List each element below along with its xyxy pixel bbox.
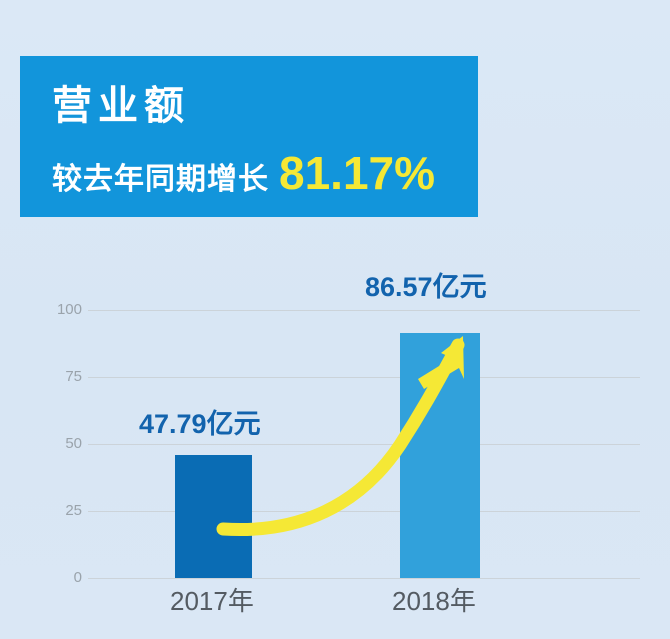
y-axis-tick-75: 75 xyxy=(65,368,82,385)
y-axis-tick-25: 25 xyxy=(65,502,82,519)
growth-summary-label: 较去年同期增长 xyxy=(52,163,269,196)
gridline-100 xyxy=(88,310,640,311)
gridline-25 xyxy=(88,511,640,512)
value-label-2018: 86.57亿元 xyxy=(365,272,487,302)
gridline-0 xyxy=(88,578,640,579)
bar-2017 xyxy=(175,455,252,578)
y-axis-tick-50: 50 xyxy=(65,435,82,452)
bar-2018 xyxy=(400,333,480,578)
page-title: 营业额 xyxy=(52,84,190,128)
y-axis-tick-0: 0 xyxy=(73,569,82,586)
growth-percentage-value: 81.17% xyxy=(279,147,436,199)
value-label-2017: 47.79亿元 xyxy=(139,409,261,439)
x-axis-label-2017: 2017年 xyxy=(170,586,254,616)
gridline-75 xyxy=(88,377,640,378)
gridline-50 xyxy=(88,444,640,445)
x-axis-label-2018: 2018年 xyxy=(392,586,476,616)
y-axis-tick-100: 100 xyxy=(56,301,82,318)
growth-summary: 较去年同期增长 81.17% xyxy=(52,150,435,196)
header-banner: 营业额 较去年同期增长 81.17% xyxy=(20,56,478,217)
